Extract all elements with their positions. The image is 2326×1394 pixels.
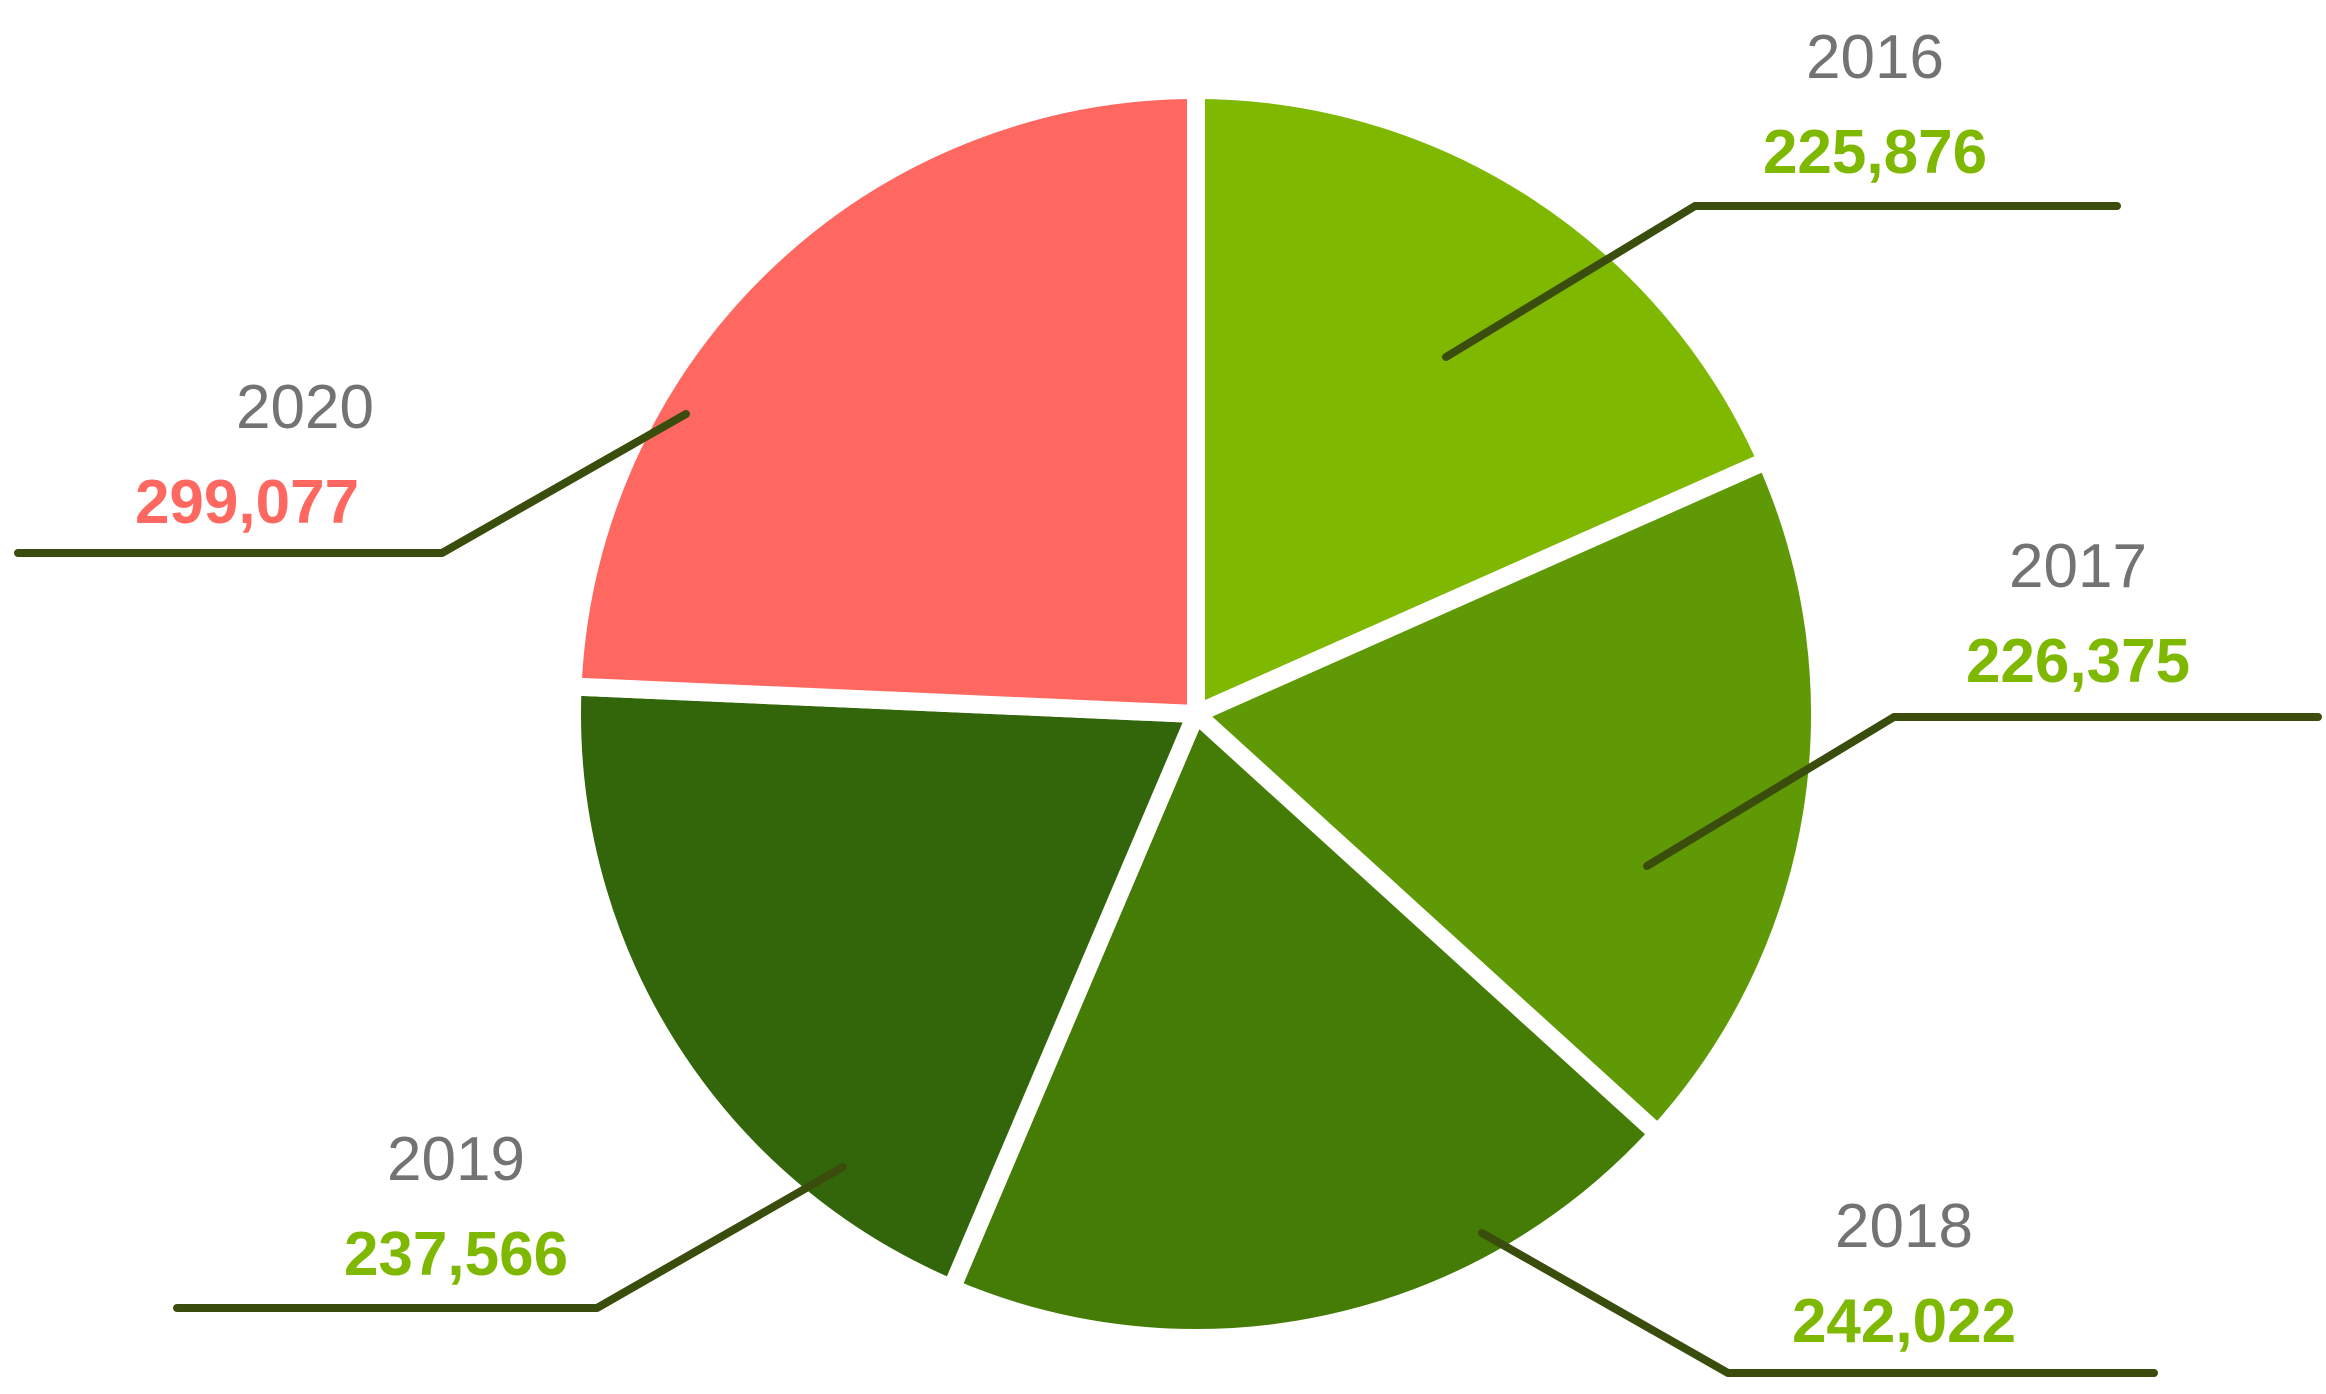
leader-line-2020 (14, 410, 690, 557)
leader-lines (14, 202, 2322, 1377)
pie-slice-2020 (563, 81, 1205, 723)
leader-line-2019 (173, 1163, 847, 1312)
pie-slice-2017 (1187, 451, 1829, 1143)
pie-slices (563, 81, 1829, 1347)
year-label-2017: 2017 (2009, 532, 2147, 601)
pie-slice-2016 (1187, 81, 1776, 723)
value-label-2019: 237,566 (344, 1220, 568, 1289)
value-label-2018: 242,022 (1792, 1287, 2016, 1356)
year-label-2019: 2019 (387, 1125, 525, 1194)
year-label-2018: 2018 (1835, 1192, 1973, 1261)
pie-slice-2019 (563, 677, 1205, 1298)
year-label-2020: 2020 (236, 373, 374, 442)
pie-slice-2018 (942, 705, 1667, 1347)
value-label-2017: 226,375 (1966, 627, 2190, 696)
leader-line-2017 (1643, 713, 2322, 870)
leader-line-2018 (1478, 1229, 2158, 1377)
leader-line-2016 (1442, 202, 2121, 361)
year-label-2016: 2016 (1806, 23, 1944, 92)
value-label-2020: 299,077 (135, 468, 359, 537)
value-label-2016: 225,876 (1763, 118, 1987, 187)
